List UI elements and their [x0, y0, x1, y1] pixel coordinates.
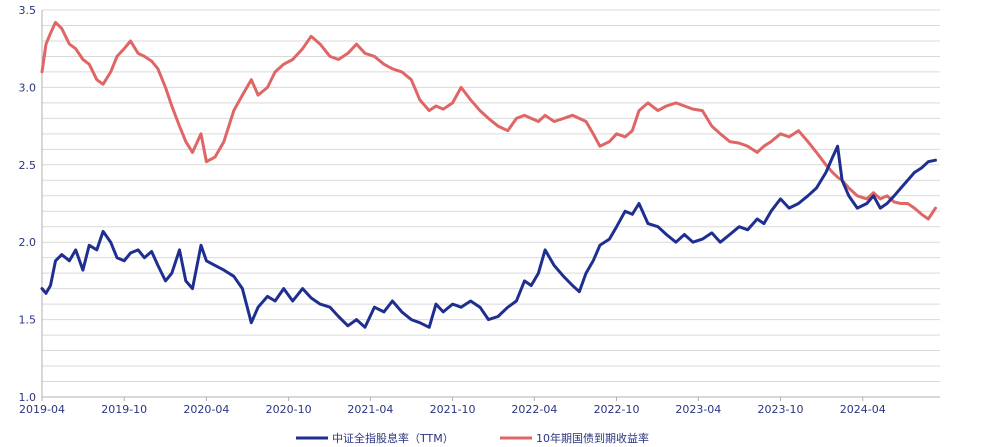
x-tick-label: 2023-10 — [758, 403, 804, 416]
series-lines — [40, 20, 937, 329]
x-tick-label: 2022-04 — [511, 403, 557, 416]
legend: 中证全指股息率（TTM） 10年期国债到期收益率 — [296, 431, 649, 445]
legend-label-dividend-yield: 中证全指股息率（TTM） — [332, 431, 454, 445]
x-tick-label: 2019-10 — [101, 403, 147, 416]
axes — [41, 10, 940, 398]
grid — [42, 9, 940, 398]
series-line-dividend-yield — [40, 144, 937, 329]
x-tick-label: 2021-10 — [430, 403, 476, 416]
x-tick-label: 2019-04 — [19, 403, 65, 416]
x-tick-label: 2023-04 — [675, 403, 721, 416]
legend-label-bond-yield: 10年期国债到期收益率 — [536, 431, 649, 445]
y-tick-label: 2.5 — [19, 159, 37, 172]
series-line-bond-yield — [40, 20, 937, 221]
y-tick-label: 1.5 — [19, 314, 37, 327]
x-tick-label: 2022-10 — [594, 403, 640, 416]
x-axis-ticks: 2019-04 2019-10 2020-04 2020-10 2021-04 2021-… — [19, 397, 886, 416]
x-tick-label: 2024-04 — [840, 403, 886, 416]
y-tick-label: 3.5 — [19, 4, 37, 17]
y-axis-ticks: 1.0 1.5 2.0 2.5 3.0 3.5 — [19, 4, 37, 404]
x-tick-label: 2020-10 — [266, 403, 312, 416]
y-tick-label: 2.0 — [19, 236, 37, 249]
y-tick-label: 3.0 — [19, 81, 37, 94]
x-tick-label: 2020-04 — [183, 403, 229, 416]
y-tick-label: 1.0 — [19, 391, 37, 404]
x-tick-label: 2021-04 — [347, 403, 393, 416]
